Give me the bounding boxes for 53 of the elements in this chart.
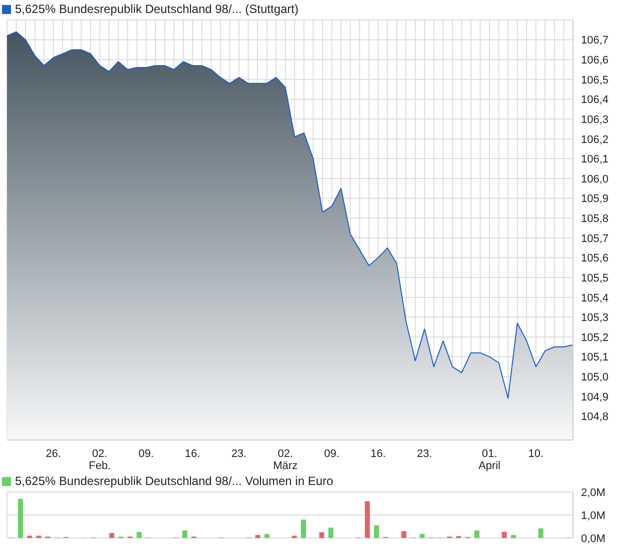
bar (502, 532, 507, 538)
bar (538, 528, 544, 538)
bar (474, 530, 480, 538)
legend-label: 5,625% Bundesrepublik Deutschland 98/... (Stuttgart) (15, 2, 298, 16)
bar (328, 528, 334, 538)
y-tick-label: 105,1 (581, 352, 609, 364)
bar (420, 534, 425, 538)
bar (136, 532, 142, 538)
y-tick-label: 105,9 (581, 193, 609, 206)
x-tick-label: 16. (370, 448, 386, 460)
y-tick-label: 106,2 (581, 134, 609, 146)
y-tick-label: 2,0M (581, 486, 606, 499)
bar (182, 530, 188, 538)
bar (300, 520, 306, 538)
y-tick-label: 106,0 (581, 173, 609, 186)
x-tick-label: 01. April (478, 448, 500, 472)
y-tick-label: 106,5 (581, 74, 609, 86)
y-tick-label: 106,3 (581, 114, 609, 126)
legend-label: 5,625% Bundesrepublik Deutschland 98/... Volumen in Euro (15, 474, 334, 488)
x-tick-label: 26. (46, 448, 62, 460)
x-tick-label: 23. (231, 448, 247, 460)
x-tick-label: 16. (184, 448, 200, 460)
y-tick-label: 104,8 (581, 411, 609, 424)
x-tick-label: 10. (528, 448, 544, 460)
y-tick-label: 106,4 (581, 94, 609, 106)
x-tick-label: 02. Feb. (88, 448, 111, 472)
bar (319, 532, 324, 538)
y-tick-label: 105,4 (581, 292, 609, 304)
y-tick-label: 105,5 (581, 272, 609, 284)
y-tick-label: 104,9 (581, 391, 609, 404)
x-tick-label: 09. (138, 448, 154, 460)
bar (255, 535, 260, 538)
y-tick-label: 1,0M (581, 510, 606, 522)
x-tick-label: 02. März (273, 448, 298, 472)
y-tick-label: 105,8 (581, 213, 609, 226)
y-tick-label: 105,6 (581, 252, 609, 265)
bar (18, 498, 23, 538)
bar (510, 535, 516, 538)
y-tick-label: 105,7 (581, 232, 609, 245)
bar (374, 525, 379, 538)
y-tick-label: 105,2 (581, 332, 609, 344)
y-tick-label: 106,7 (581, 34, 609, 47)
bar (109, 532, 114, 538)
bar (364, 501, 370, 538)
x-tick-label: 09. (324, 448, 340, 460)
y-tick-label: 105,0 (581, 372, 609, 384)
y-tick-label: 106,6 (581, 54, 609, 67)
x-tick-label: 23. (416, 448, 432, 460)
y-tick-label: 106,1 (581, 154, 609, 166)
bar (401, 531, 406, 538)
bar (264, 534, 270, 538)
y-tick-label: 105,3 (581, 312, 609, 324)
y-tick-label: 0,0M (581, 532, 606, 545)
